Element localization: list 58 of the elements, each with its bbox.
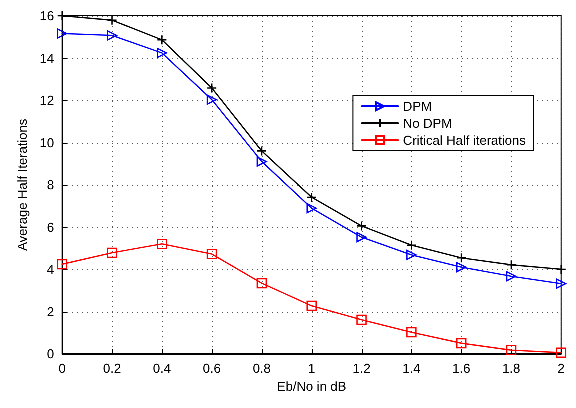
x-tick-label: 0.4 xyxy=(153,361,172,376)
point xyxy=(206,94,218,106)
point xyxy=(107,30,118,41)
x-tick-label: 1.4 xyxy=(402,361,421,376)
point xyxy=(306,192,318,203)
y-tick-label: 2 xyxy=(47,304,54,320)
y-tick-label: 10 xyxy=(40,135,54,150)
x-tick-label: 1.8 xyxy=(502,361,521,376)
x-tick-label: 0.6 xyxy=(203,361,222,376)
x-axis-title: Eb/No in dB xyxy=(277,378,347,394)
point xyxy=(406,327,417,338)
point xyxy=(356,221,367,232)
x-tick-label: 1.6 xyxy=(452,361,471,376)
y-axis-title: Average Half Iterations xyxy=(15,118,30,251)
point xyxy=(456,262,467,273)
point xyxy=(556,348,567,358)
point xyxy=(506,271,517,282)
point xyxy=(157,34,168,46)
point xyxy=(256,278,268,289)
x-tick-label: 1.2 xyxy=(352,361,371,376)
point xyxy=(57,28,68,39)
y-tick-label: 16 xyxy=(40,8,54,24)
y-tick-label: 6 xyxy=(47,220,54,235)
point xyxy=(57,10,68,22)
y-tick-label: 0 xyxy=(47,346,54,362)
point xyxy=(157,48,168,58)
point xyxy=(107,248,118,258)
x-tick-label: 2 xyxy=(558,361,565,376)
point xyxy=(306,203,318,214)
point xyxy=(556,278,567,290)
point xyxy=(57,259,68,270)
y-tick-label: 4 xyxy=(47,262,54,277)
y-tick-label: 8 xyxy=(47,178,54,192)
legend-label: DPM xyxy=(403,99,432,114)
point xyxy=(107,15,118,26)
point xyxy=(456,252,467,264)
point xyxy=(256,146,268,156)
point xyxy=(456,338,467,349)
point xyxy=(157,239,168,250)
point xyxy=(306,300,318,312)
x-tick-label: 0.8 xyxy=(252,361,272,376)
y-tick-label: 12 xyxy=(40,93,54,108)
point xyxy=(256,156,268,167)
x-tick-label: 0 xyxy=(58,361,66,376)
point xyxy=(206,83,218,94)
point xyxy=(356,314,367,326)
legend-label: No DPM xyxy=(403,116,452,131)
point xyxy=(406,240,417,251)
point xyxy=(506,260,517,270)
x-tick-label: 1 xyxy=(308,361,316,376)
point xyxy=(556,264,567,275)
legend-label: Critical Half iterations xyxy=(403,133,526,148)
point xyxy=(356,232,367,243)
point xyxy=(206,249,218,260)
point xyxy=(406,250,417,260)
y-tick-label: 14 xyxy=(40,50,54,66)
x-tick-label: 0.2 xyxy=(103,361,122,376)
point xyxy=(506,345,517,356)
